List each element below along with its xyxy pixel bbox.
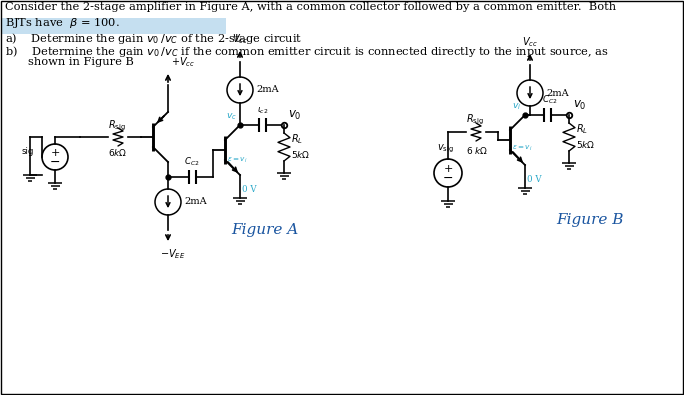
Text: 2mA: 2mA	[546, 88, 568, 98]
Text: BJTs have  $\beta$ = 100.: BJTs have $\beta$ = 100.	[5, 16, 120, 30]
Text: $V_{cc}$: $V_{cc}$	[522, 35, 538, 49]
Text: $R_{\rm sig}$: $R_{\rm sig}$	[466, 113, 484, 127]
Text: $5k\Omega$: $5k\Omega$	[576, 139, 595, 150]
Text: $R_L$: $R_L$	[576, 122, 588, 136]
Text: $\varepsilon = v_i$: $\varepsilon = v_i$	[512, 143, 532, 152]
Text: $+V_{cc}$: $+V_{cc}$	[171, 55, 195, 69]
Text: $v_0$: $v_0$	[288, 109, 302, 122]
Text: $\iota_{c2}$: $\iota_{c2}$	[257, 105, 269, 116]
Text: $\varepsilon = v_i$: $\varepsilon = v_i$	[227, 155, 248, 165]
Text: $V_{cc}$: $V_{cc}$	[232, 32, 248, 46]
Text: $C_{C2}$: $C_{C2}$	[184, 156, 200, 168]
Text: $v_i$: $v_i$	[512, 102, 521, 112]
Text: $C_{C2}$: $C_{C2}$	[542, 94, 557, 106]
Text: −: −	[50, 156, 60, 169]
Text: 0 V: 0 V	[527, 175, 542, 184]
Text: Consider the 2-stage amplifier in Figure A, with a common collector followed by : Consider the 2-stage amplifier in Figure…	[5, 2, 616, 12]
Text: $R_L$: $R_L$	[291, 132, 303, 146]
Text: b)    Determine the gain $v_0\,/v_C$ if the common emitter circuit is connected : b) Determine the gain $v_0\,/v_C$ if the…	[5, 44, 609, 59]
Bar	[1, 18, 226, 34]
Text: $6k\Omega$: $6k\Omega$	[108, 147, 127, 158]
Text: 2mA: 2mA	[256, 85, 278, 94]
Text: $v_0$: $v_0$	[573, 99, 587, 112]
Text: sig: sig	[22, 147, 34, 156]
Text: Figure B: Figure B	[556, 213, 624, 227]
Text: $v_{\rm sig}$: $v_{\rm sig}$	[436, 143, 453, 155]
Text: +: +	[443, 164, 453, 174]
Text: shown in Figure B: shown in Figure B	[28, 57, 134, 67]
Text: $R_{\rm sig}$: $R_{\rm sig}$	[108, 118, 126, 133]
Text: +: +	[51, 148, 60, 158]
Text: −: −	[443, 171, 453, 184]
Text: a)    Determine the gain $v_0\,/v_C$ of the 2-stage circuit: a) Determine the gain $v_0\,/v_C$ of the…	[5, 31, 302, 46]
Text: Figure A: Figure A	[231, 223, 299, 237]
Text: 0 V: 0 V	[242, 186, 256, 194]
Text: $v_c$: $v_c$	[226, 111, 237, 122]
Text: $-V_{EE}$: $-V_{EE}$	[160, 247, 185, 261]
Text: $5k\Omega$: $5k\Omega$	[291, 149, 311, 160]
Text: $6\ k\Omega$: $6\ k\Omega$	[466, 145, 488, 156]
Text: 2mA: 2mA	[184, 198, 207, 207]
